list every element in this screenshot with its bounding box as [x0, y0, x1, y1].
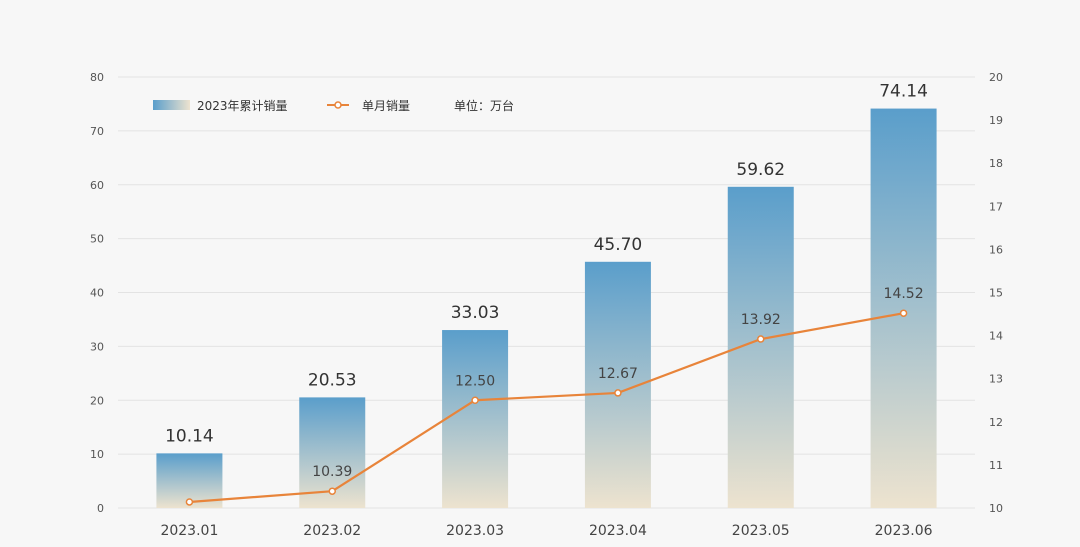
legend-bar-swatch	[153, 100, 190, 110]
left-tick-label: 40	[90, 287, 104, 300]
monthly-sales-line-path	[189, 312, 904, 504]
bar	[442, 330, 509, 508]
legend-line-label: 单月销量	[362, 99, 410, 113]
left-tick-label: 0	[97, 502, 104, 515]
right-tick-label: 19	[989, 114, 1003, 127]
left-tick-label: 30	[90, 340, 104, 353]
legend: 2023年累计销量 单月销量 单位：万台	[153, 98, 514, 113]
x-tick-label: 2023.01	[160, 523, 218, 539]
line-point	[185, 498, 194, 506]
left-tick-label: 60	[90, 179, 104, 192]
left-tick-label: 20	[90, 394, 104, 407]
legend-bar-label: 2023年累计销量	[197, 99, 288, 113]
left-tick-label: 80	[90, 71, 104, 84]
line-data-label: 14.52	[884, 286, 924, 302]
right-tick-label: 17	[989, 200, 1003, 213]
line-data-label: 12.50	[455, 373, 495, 389]
right-tick-label: 12	[989, 416, 1003, 429]
x-tick-label: 2023.04	[589, 523, 647, 539]
left-tick-label: 70	[90, 125, 104, 138]
x-axis: 2023.01 2023.02 2023.03 2023.04 2023.05 2023.…	[160, 523, 932, 539]
left-y-axis: 0 10 20 30 40 50 60 70 80	[90, 71, 104, 515]
line-data-label: 12.67	[598, 366, 638, 382]
right-tick-label: 15	[989, 287, 1003, 300]
line-data-label: 13.92	[741, 312, 781, 328]
line-point	[899, 309, 908, 317]
bar-data-label: 74.14	[879, 82, 928, 102]
line-data-labels: 10.39 12.50 12.67 13.92 14.52	[312, 286, 923, 480]
bar-data-label: 10.14	[165, 426, 214, 446]
left-tick-label: 50	[90, 233, 104, 246]
line-point	[328, 487, 336, 495]
monthly-sales-line	[185, 309, 908, 506]
right-tick-label: 10	[989, 502, 1003, 515]
bar-data-label: 45.70	[594, 235, 643, 255]
bar	[870, 108, 937, 509]
right-tick-label: 20	[989, 71, 1003, 84]
bar-data-label: 20.53	[308, 370, 357, 390]
right-tick-label: 18	[989, 157, 1003, 170]
bar-data-labels: 10.14 20.53 33.03 45.70 59.62 74.14	[165, 82, 928, 447]
line-point	[757, 335, 765, 343]
right-tick-label: 13	[989, 373, 1003, 386]
x-tick-label: 2023.06	[875, 523, 933, 539]
right-tick-label: 14	[989, 330, 1003, 343]
line-data-label: 10.39	[312, 464, 352, 480]
unit-note: 单位：万台	[454, 98, 514, 113]
right-tick-label: 16	[989, 243, 1003, 256]
x-tick-label: 2023.05	[732, 523, 790, 539]
line-point	[471, 396, 479, 404]
bars	[156, 108, 937, 509]
gridlines	[118, 76, 975, 509]
legend-line-marker	[334, 101, 342, 109]
x-tick-label: 2023.02	[303, 523, 361, 539]
right-y-axis: 10 11 12 13 14 15 16 17 18 19 20	[989, 71, 1003, 515]
x-tick-label: 2023.03	[446, 523, 504, 539]
line-point	[614, 389, 622, 397]
bar-data-label: 59.62	[736, 160, 785, 180]
left-tick-label: 10	[90, 448, 104, 461]
bar-data-label: 33.03	[451, 303, 500, 323]
right-tick-label: 11	[989, 459, 1003, 472]
